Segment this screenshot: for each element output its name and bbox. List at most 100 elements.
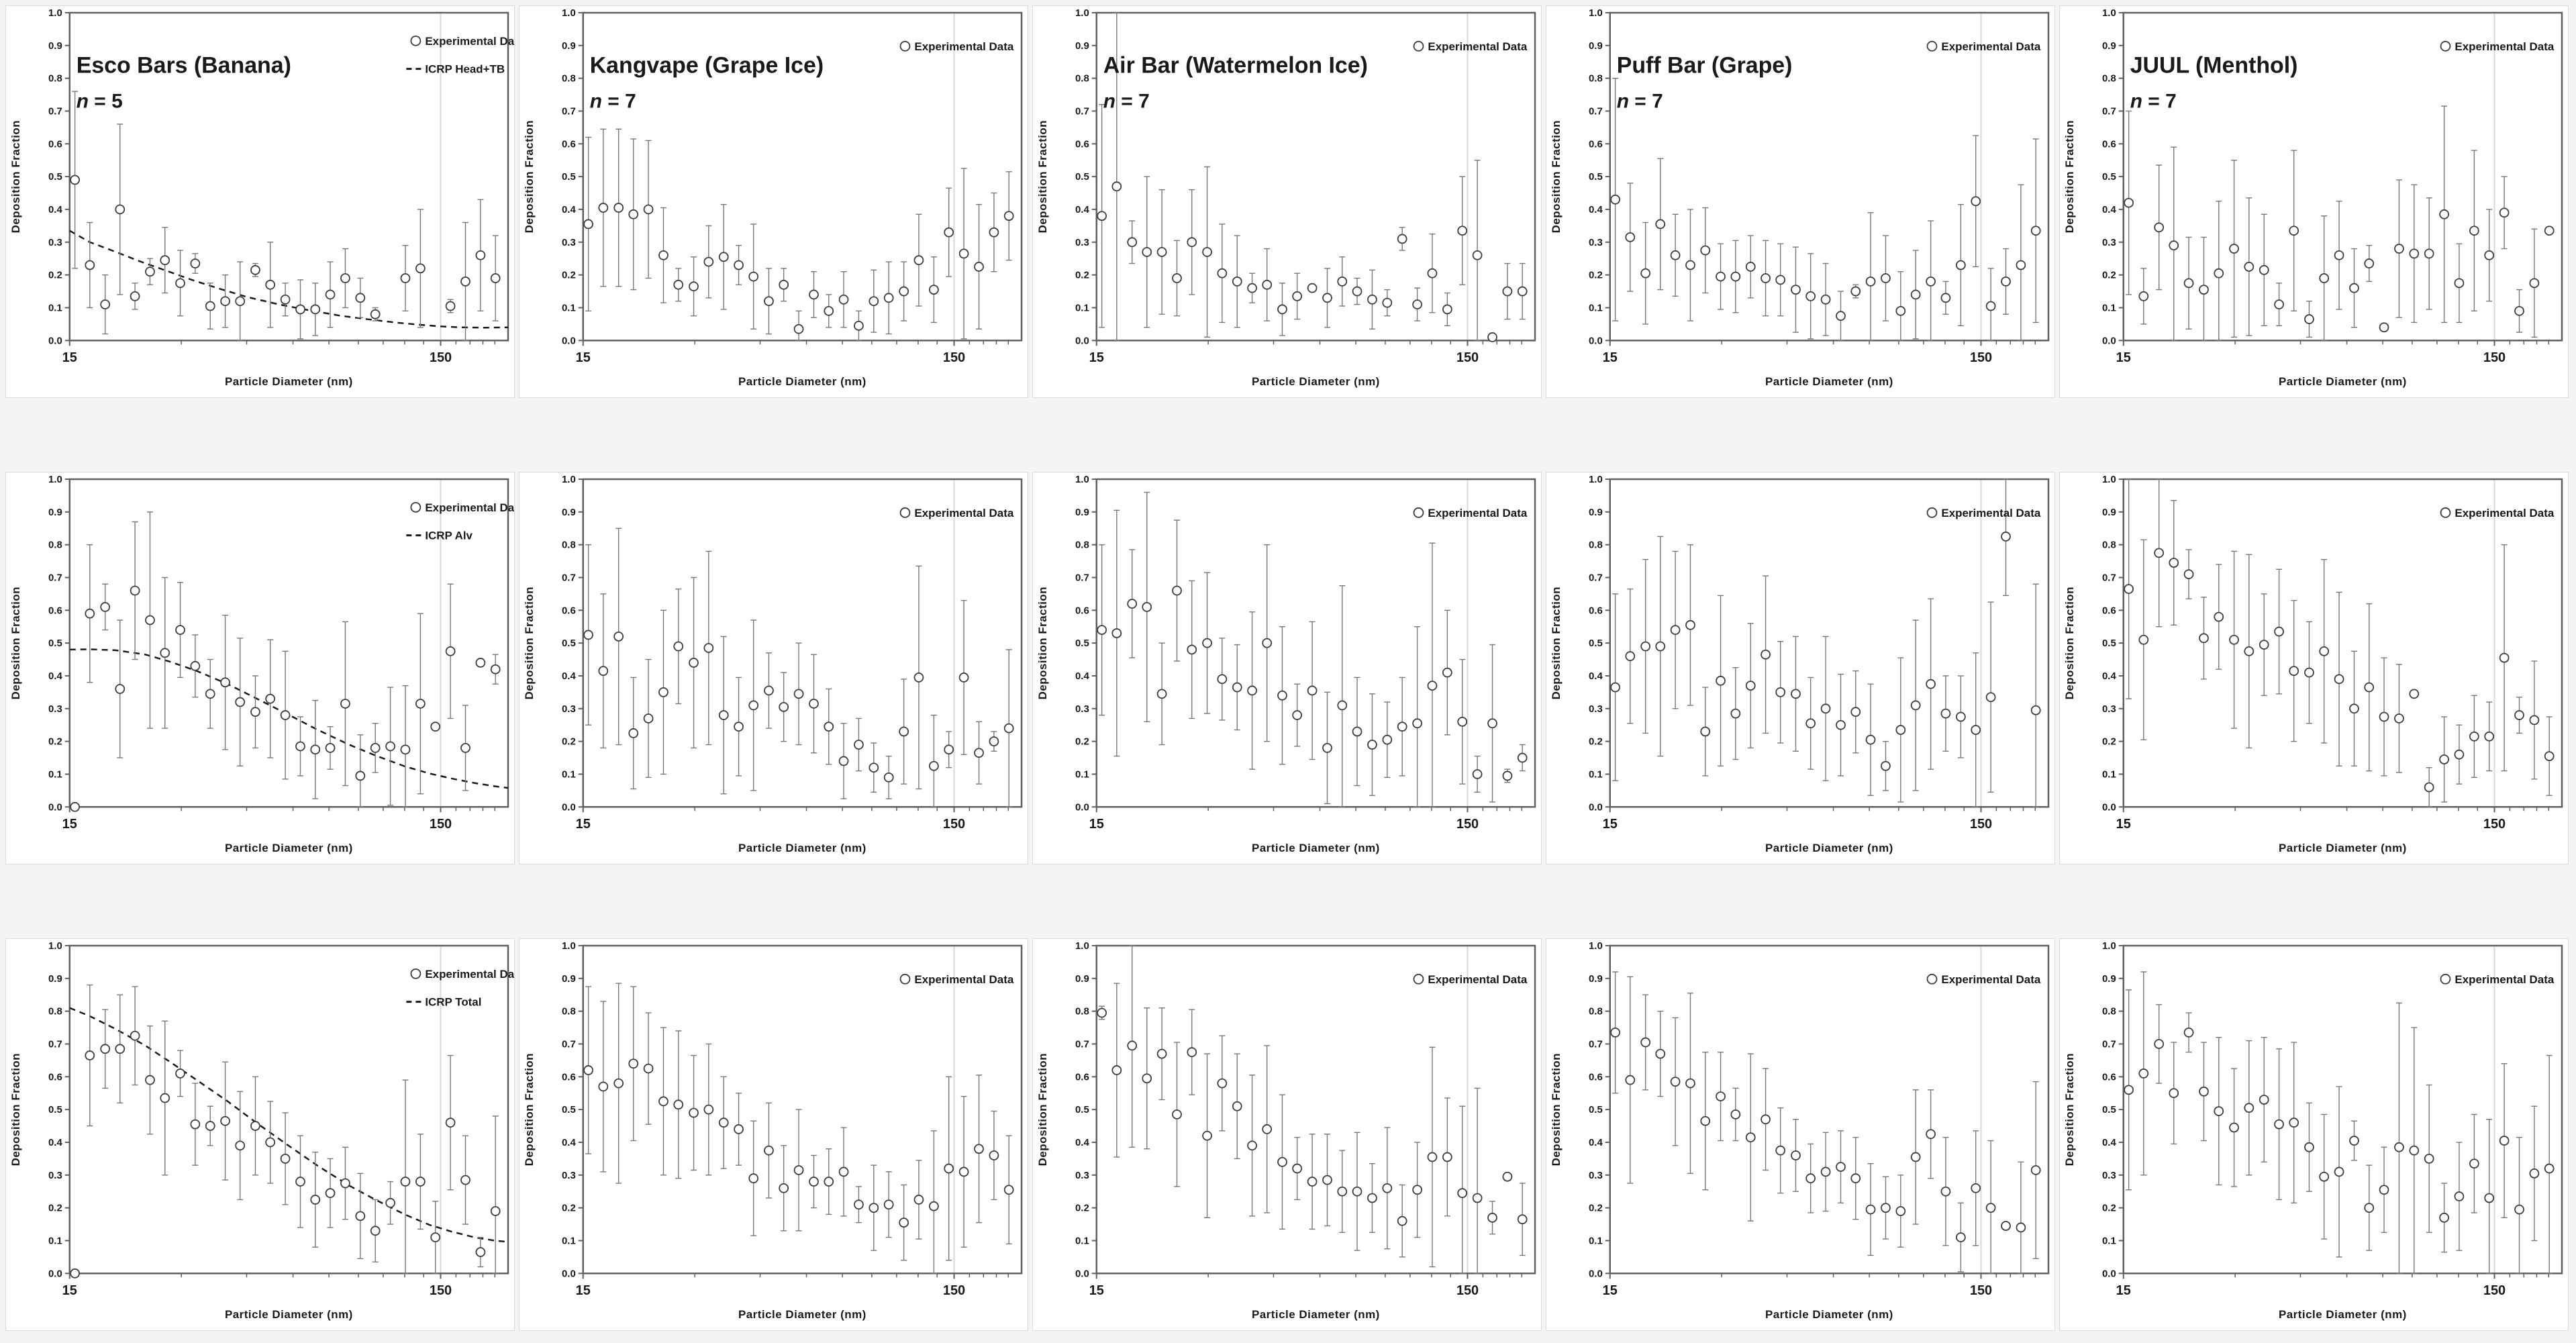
data-point: [583, 1065, 594, 1075]
data-point: [1971, 725, 1981, 735]
svg-text:0.3: 0.3: [1589, 237, 1603, 248]
error-bars: [585, 528, 1012, 807]
x-axis-ticks: 15 150: [1603, 807, 2036, 832]
data-point: [2409, 1145, 2420, 1156]
data-point: [1202, 247, 1212, 257]
data-point: [869, 762, 879, 773]
data-point: [2030, 1165, 2041, 1175]
y-axis-label: Deposition Fraction: [1036, 587, 1049, 699]
svg-text:0.6: 0.6: [1589, 138, 1603, 150]
svg-text:0.8: 0.8: [2102, 73, 2116, 85]
data-point: [340, 1178, 350, 1189]
svg-text:0.9: 0.9: [1075, 973, 1089, 985]
chart-panel-r1c3: 0.0 0.1 0.2 0.3 0.4 0.5 0.6 0.7 0.8 0.9 1.0 15 150 Pa…: [1032, 5, 1542, 398]
data-point: [1412, 299, 1422, 309]
scatter-plot: 0.0 0.1 0.2 0.3 0.4 0.5 0.6 0.7 0.8 0.9 1.0 15 150 Pa…: [1036, 7, 1536, 388]
svg-text:0.9: 0.9: [2102, 507, 2116, 518]
data-point: [1187, 644, 1197, 655]
icrp-curve: [69, 1007, 509, 1243]
data-point: [899, 726, 909, 737]
chart-panel-r2c2: 0.0 0.1 0.2 0.3 0.4 0.5 0.6 0.7 0.8 0.9 1.0 15 150 Pa…: [519, 472, 1028, 864]
svg-text:0.6: 0.6: [1075, 1071, 1089, 1083]
data-point: [1640, 268, 1651, 279]
error-bars: [1612, 971, 2039, 1274]
data-point: [2394, 1142, 2404, 1152]
svg-text:0.9: 0.9: [1075, 507, 1089, 518]
data-point: [1322, 293, 1332, 303]
data-point: [130, 585, 140, 596]
data-point: [703, 1104, 714, 1115]
data-point: [2424, 1154, 2434, 1164]
data-point: [854, 320, 864, 331]
data-point: [1127, 599, 1138, 609]
data-point: [2304, 1142, 2314, 1152]
data-point: [1156, 247, 1167, 257]
legend-marker-circle: [2440, 973, 2451, 985]
data-point: [145, 266, 155, 277]
svg-text:15: 15: [576, 817, 591, 832]
svg-text:150: 150: [1970, 350, 1992, 365]
legend-label: Experimental Data: [914, 507, 1013, 519]
plot-border: [582, 944, 1023, 1275]
svg-text:0.1: 0.1: [1589, 1235, 1603, 1246]
data-point: [2214, 611, 2224, 622]
svg-text:0.7: 0.7: [1589, 572, 1603, 583]
svg-text:0.6: 0.6: [48, 605, 62, 616]
data-point: [2349, 1136, 2359, 1146]
data-point: [415, 1177, 426, 1187]
legend-label: Experimental Data: [1428, 973, 1527, 986]
svg-text:0.1: 0.1: [1075, 302, 1089, 313]
data-point: [1850, 707, 1861, 717]
data-point: [430, 1232, 441, 1242]
data-point: [1685, 1078, 1695, 1089]
data-point: [1940, 1186, 1951, 1197]
data-point: [2259, 640, 2269, 650]
data-point: [1910, 700, 1921, 711]
data-point: [175, 625, 185, 635]
x-axis-ticks: 15 150: [2116, 340, 2550, 365]
legend-label: Experimental Data: [1941, 507, 2040, 519]
legend-label: Experimental Data: [2455, 40, 2554, 53]
svg-text:0.0: 0.0: [48, 801, 62, 813]
y-axis-ticks: 0.0 0.1 0.2 0.3 0.4 0.5 0.6 0.7 0.8 0.9 1.0: [1075, 474, 1097, 813]
data-point: [1156, 1048, 1167, 1059]
data-point: [2424, 782, 2434, 793]
data-point: [2154, 1039, 2165, 1049]
svg-text:0.8: 0.8: [2102, 540, 2116, 551]
data-point: [2544, 1163, 2555, 1174]
plot-border: [582, 478, 1023, 808]
data-point: [883, 293, 894, 303]
y-axis-label: Deposition Fraction: [1550, 1053, 1563, 1166]
data-point: [1820, 294, 1831, 305]
data-point: [928, 760, 939, 771]
data-point: [1156, 689, 1167, 699]
data-points: [2124, 548, 2555, 793]
data-point: [2379, 711, 2389, 722]
data-point: [1850, 1173, 1861, 1184]
data-point: [1262, 638, 1273, 648]
svg-text:15: 15: [1089, 817, 1104, 832]
y-axis-label: Deposition Fraction: [2063, 587, 2076, 699]
data-point: [1187, 237, 1197, 248]
data-point: [115, 684, 126, 694]
data-point: [355, 770, 366, 781]
data-point: [70, 175, 81, 185]
y-axis-label: Deposition Fraction: [2063, 120, 2076, 233]
data-point: [1427, 268, 1438, 279]
data-point: [100, 1044, 111, 1054]
data-point: [958, 1166, 969, 1177]
svg-text:0.3: 0.3: [1589, 703, 1603, 715]
data-points: [1097, 181, 1528, 342]
legend-label: Experimental Data: [2455, 973, 2554, 986]
data-point: [1670, 1077, 1681, 1087]
data-point: [1730, 271, 1741, 282]
scatter-plot: 0.0 0.1 0.2 0.3 0.4 0.5 0.6 0.7 0.8 0.9 1.0 15 150 Pa…: [1550, 940, 2050, 1321]
x-axis-label: Particle Diameter (nm): [1252, 1308, 1380, 1321]
data-point: [1926, 277, 1936, 287]
chart-panel-r1c1: 0.0 0.1 0.2 0.3 0.4 0.5 0.6 0.7 0.8 0.9 1.0 15 150 Pa…: [5, 5, 515, 398]
data-point: [1337, 277, 1348, 287]
data-point: [1791, 285, 1801, 295]
data-point: [310, 304, 321, 315]
data-point: [1292, 291, 1303, 301]
legend: Experimental Data ICRP Total: [406, 968, 514, 1009]
